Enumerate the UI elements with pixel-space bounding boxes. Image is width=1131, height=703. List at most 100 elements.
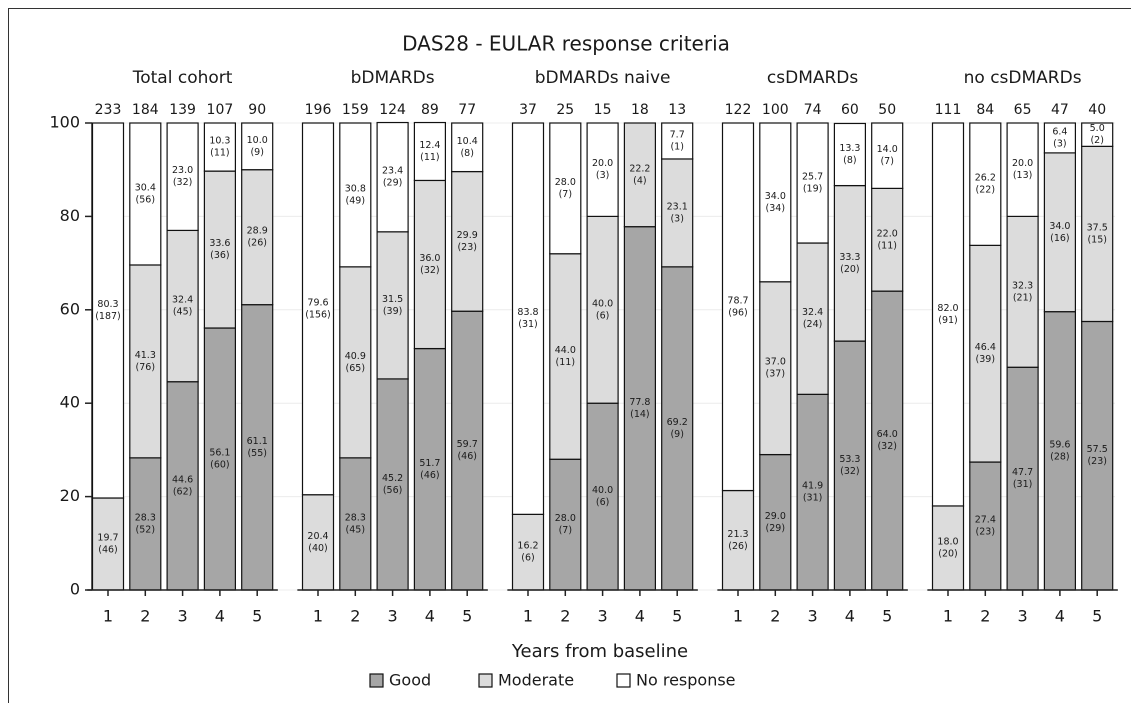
count-label: (24) [803,319,823,330]
bar-segment [549,253,582,460]
y-tick-label: 0 [70,580,80,599]
value-label: 22.0 [877,228,898,239]
value-label: 77.8 [629,397,650,408]
x-tick-label: 4 [215,607,225,626]
value-label: 44.0 [555,345,576,356]
bar-segment [1081,122,1114,147]
bar-segment [1006,366,1039,591]
x-tick-label: 4 [635,607,645,626]
total-label: 13 [668,102,686,118]
bar-segment [339,122,372,268]
x-tick-label: 5 [462,607,472,626]
count-label: (3) [596,170,609,181]
value-label: 40.0 [592,298,613,309]
count-label: (23) [457,242,477,253]
value-label: 37.5 [1087,222,1108,233]
value-label: 34.0 [1049,221,1070,232]
count-label: (14) [630,409,650,420]
value-label: 13.3 [839,143,860,154]
total-label: 25 [556,102,574,118]
count-label: (8) [843,155,856,166]
bar-segment [871,290,904,591]
frame [8,8,1131,703]
count-label: (49) [346,195,366,206]
value-label: 53.3 [839,454,860,465]
value-label: 28.0 [555,177,576,188]
x-tick-label: 2 [770,607,780,626]
bar-segment [796,242,829,395]
bar-segment [661,266,694,591]
y-tick-label: 80 [60,206,80,225]
count-label: (4) [633,175,646,186]
legend-swatch [369,673,384,688]
x-tick-label: 3 [598,607,608,626]
total-label: 233 [95,102,122,118]
value-label: 59.7 [457,439,478,450]
value-label: 32.3 [1012,280,1033,291]
count-label: (32) [877,441,897,452]
legend-label: Good [389,671,431,690]
count-label: (7) [559,525,572,536]
total-label: 18 [631,102,649,118]
legend-label: No response [636,671,736,690]
bar-segment [241,122,274,171]
y-tick-label: 60 [60,299,80,318]
bar-segment [413,179,446,350]
count-label: (40) [308,543,328,554]
value-label: 56.1 [209,448,230,459]
bar-segment [833,184,867,342]
x-axis-label: Years from baseline [511,641,688,662]
count-label: (156) [305,309,331,320]
total-label: 124 [379,102,406,118]
panel-title: csDMARDs [767,68,858,88]
bar-segment [1043,311,1077,591]
total-label: 184 [132,102,159,118]
x-tick-label: 3 [808,607,818,626]
bar-segment [1006,215,1039,368]
count-label: (55) [247,448,267,459]
value-label: 10.3 [209,136,230,147]
total-label: 90 [248,102,266,118]
total-label: 196 [305,102,332,118]
panel-title: no csDMARDs [964,68,1082,88]
count-label: (56) [383,485,403,496]
count-label: (65) [346,363,366,374]
bar-segment [166,229,199,383]
bar-segment [166,381,199,591]
bar-segment [166,122,199,232]
total-label: 77 [458,102,476,118]
count-label: (6) [596,310,609,321]
count-label: (23) [976,527,996,538]
value-label: 78.7 [727,295,748,306]
x-tick-label: 1 [523,607,533,626]
value-label: 31.5 [382,294,403,305]
x-tick-label: 2 [350,607,360,626]
count-label: (8) [460,148,473,159]
value-label: 29.0 [765,511,786,522]
count-label: (31) [518,319,538,330]
x-tick-label: 5 [672,607,682,626]
count-label: (9) [670,429,683,440]
value-label: 14.0 [877,144,898,155]
count-label: (28) [1050,451,1070,462]
count-label: (16) [1050,233,1070,244]
bar-segment [796,122,829,244]
legend-swatch [478,673,493,688]
value-label: 80.3 [97,299,118,310]
count-label: (32) [840,466,860,477]
bar-segment [376,231,409,380]
bar-segment [129,457,162,591]
bar-segment [203,122,236,172]
value-label: 28.3 [135,512,156,523]
count-label: (26) [728,541,748,552]
total-label: 65 [1014,102,1032,118]
value-label: 10.0 [247,135,268,146]
value-label: 19.7 [97,533,118,544]
count-label: (45) [346,524,366,535]
value-label: 23.0 [172,165,193,176]
count-label: (11) [877,240,897,251]
count-label: (39) [383,306,403,317]
value-label: 23.1 [667,201,688,212]
count-label: (76) [136,362,156,373]
panel-title: Total cohort [132,68,233,88]
